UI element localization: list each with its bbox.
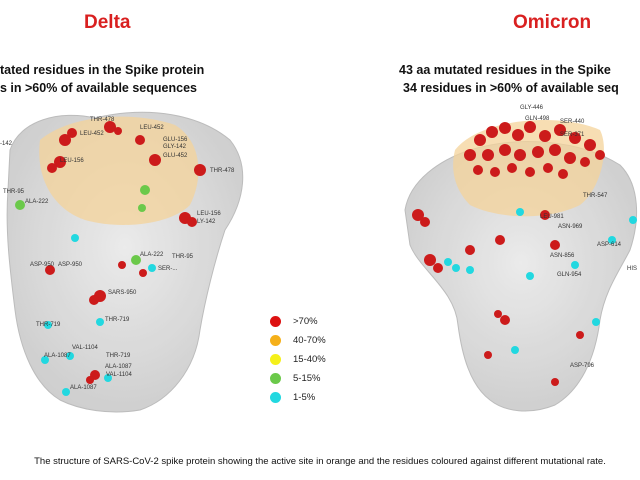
legend-label: >70% (293, 316, 318, 327)
delta-label: ASP-950 (30, 262, 55, 268)
omicron-label: ASN-856 (550, 253, 575, 259)
delta-label: LEU-156 (197, 211, 221, 217)
omicron-label: ASP-614 (597, 242, 622, 248)
legend-swatch (270, 392, 281, 403)
legend-swatch (270, 354, 281, 365)
omicron-label: THR-547 (583, 193, 608, 199)
delta-label: LEU-452 (80, 131, 104, 137)
omicron-subtitle-line2: 34 residues in >60% of available seq (403, 81, 619, 95)
legend-item: >70% (270, 312, 326, 331)
delta-residue-labels: THR-478 LEU-452 LEU-452 GLU-156 GLY-142 … (0, 117, 235, 391)
legend-item: 15-40% (270, 350, 326, 369)
omicron-subtitle-line1: 43 aa mutated residues in the Spike (399, 63, 611, 77)
delta-label: ASP-950 (58, 262, 83, 268)
omicron-residue-labels: GLY-446 GLN-498 SER-440 SER-371 THR-547 … (520, 105, 637, 369)
omicron-title: Omicron (513, 12, 592, 33)
delta-label: ALA-222 (25, 199, 49, 205)
omicron-label: GLN-498 (525, 116, 550, 122)
legend-label: 15-40% (293, 354, 326, 365)
omicron-label: HIS (627, 266, 637, 272)
delta-label: GLU-156 (163, 137, 188, 143)
delta-label: THR-478 (90, 117, 115, 123)
delta-subtitle-line1: tated residues in the Spike protein (0, 63, 205, 77)
legend-item: 1-5% (270, 388, 326, 407)
omicron-residues (412, 121, 637, 386)
delta-label: SER-... (158, 266, 178, 272)
delta-label: ALA-1087 (70, 385, 97, 391)
delta-label: THR-95 (3, 189, 25, 195)
omicron-label: GLN-954 (557, 272, 582, 278)
legend-swatch (270, 316, 281, 327)
delta-active-site (39, 116, 199, 225)
omicron-label: SER-371 (560, 132, 585, 138)
delta-label: ALA-222 (140, 252, 164, 258)
delta-label: LY-142 (197, 219, 216, 225)
delta-label: VAL-1104 (72, 345, 98, 351)
delta-label: THR-478 (210, 168, 235, 174)
figure-caption: The structure of SARS-CoV-2 spike protei… (34, 456, 606, 467)
delta-subtitle-line2: s in >60% of available sequences (0, 81, 197, 95)
delta-spike-structure (6, 111, 244, 413)
delta-label: SARS-950 (108, 290, 137, 296)
delta-label: GLU-452 (163, 153, 188, 159)
delta-label: ALA-1087 (105, 364, 132, 370)
legend-label: 5-15% (293, 373, 321, 384)
legend: >70% 40-70% 15-40% 5-15% 1-5% (270, 312, 326, 407)
delta-label: VAL-1104 (106, 372, 132, 378)
delta-label: THR-719 (36, 322, 61, 328)
legend-label: 1-5% (293, 392, 316, 403)
omicron-label: GLY-446 (520, 105, 544, 111)
delta-label: ALA-1087 (44, 353, 71, 359)
legend-item: 40-70% (270, 331, 326, 350)
legend-swatch (270, 335, 281, 346)
delta-label: GLY-142 (163, 144, 187, 150)
delta-label: THR-95 (172, 254, 194, 260)
delta-label: LEU-452 (140, 125, 164, 131)
delta-title: Delta (84, 12, 131, 33)
omicron-label: SER-440 (560, 119, 585, 125)
delta-label: LEU-156 (60, 158, 84, 164)
legend-item: 5-15% (270, 369, 326, 388)
delta-label: THR-719 (105, 317, 130, 323)
delta-residues (15, 121, 206, 396)
omicron-label: ASN-969 (558, 224, 583, 230)
omicron-label: LEU-981 (540, 214, 564, 220)
delta-label: THR-719 (106, 353, 131, 359)
legend-swatch (270, 373, 281, 384)
delta-label: -142 (0, 141, 13, 147)
legend-label: 40-70% (293, 335, 326, 346)
omicron-label: ASP-796 (570, 363, 595, 369)
